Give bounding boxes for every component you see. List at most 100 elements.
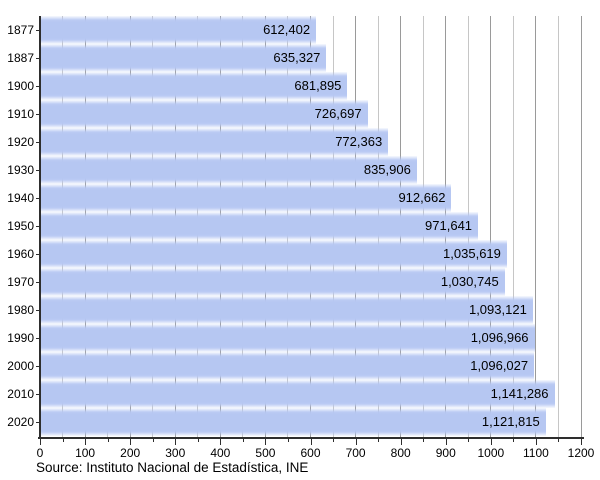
y-axis-label: 1990 [7, 331, 34, 345]
gridline-major [535, 16, 537, 437]
bar-row: 681,895 [40, 72, 581, 100]
x-axis-tick-minor [423, 439, 425, 442]
y-axis-label: 1960 [7, 247, 34, 261]
bar-value-label: 1,096,027 [470, 358, 529, 373]
bar-value-label: 1,121,815 [481, 414, 540, 429]
bar-row: 772,363 [40, 128, 581, 156]
x-axis-tick-major [220, 439, 222, 445]
y-axis-tick [36, 58, 39, 59]
x-axis-tick-major [310, 439, 312, 445]
x-axis-tick-label: 900 [435, 446, 456, 460]
x-axis-tick-label: 600 [300, 446, 321, 460]
y-axis-tick [36, 114, 39, 115]
source-note: Source: Instituto Nacional de Estadístic… [36, 460, 309, 475]
bar: 726,697 [40, 100, 368, 128]
bar-row: 1,096,966 [40, 324, 581, 352]
y-axis-tick [36, 170, 39, 171]
x-axis-tick-label: 1100 [523, 446, 549, 460]
bar-row: 1,093,121 [40, 296, 581, 324]
y-axis-tick [36, 86, 39, 87]
x-axis-tick-major [535, 439, 537, 445]
y-axis-tick [36, 282, 39, 283]
bar-value-label: 971,641 [425, 218, 473, 233]
bar: 612,402 [40, 16, 317, 44]
y-axis-label: 2010 [7, 387, 34, 401]
bar-row: 912,662 [40, 184, 581, 212]
x-axis-tick-minor [468, 439, 470, 442]
y-axis-tick [36, 310, 39, 311]
y-axis-label: 2020 [7, 415, 34, 429]
bar: 1,121,815 [40, 408, 546, 436]
bar-row: 971,641 [40, 212, 581, 240]
x-axis-tick-major [130, 439, 132, 445]
bar: 1,030,745 [40, 268, 505, 296]
x-axis-tick-major [400, 439, 402, 445]
x-axis-tick-minor [62, 439, 64, 442]
bar: 635,327 [40, 44, 327, 72]
x-axis-tick-label: 800 [390, 446, 411, 460]
bar: 772,363 [40, 128, 389, 156]
gridline-major [490, 16, 492, 437]
x-axis-tick-label: 1200 [567, 446, 595, 460]
x-axis-line [38, 437, 584, 439]
gridline-major [580, 16, 582, 437]
x-axis-tick-label: 300 [165, 446, 186, 460]
y-axis-label: 1930 [7, 163, 34, 177]
bar-value-label: 1,141,286 [490, 386, 549, 401]
y-axis-tick [36, 142, 39, 143]
x-axis-tick-label: 100 [75, 446, 96, 460]
plot-area: 612,402 635,327 681,895 726,697 772,363 835,9… [40, 16, 582, 437]
x-axis-tick-label: 0 [36, 446, 44, 460]
y-axis-tick [36, 254, 39, 255]
x-axis-tick-minor [287, 439, 289, 442]
x-axis-tick-major [445, 439, 447, 445]
y-axis-line [39, 16, 41, 439]
x-axis-tick-major [40, 439, 41, 445]
x-axis-tick-minor [378, 439, 380, 442]
x-axis-tick-major [581, 439, 582, 445]
x-axis-tick-minor [197, 439, 199, 442]
y-axis-label: 1940 [7, 191, 34, 205]
x-axis-tick-minor [242, 439, 244, 442]
bar-value-label: 772,363 [335, 134, 383, 149]
bar: 1,096,027 [40, 352, 535, 380]
x-axis-tick-minor [152, 439, 154, 442]
gridline-minor [557, 16, 559, 437]
x-axis-tick-major [265, 439, 267, 445]
y-axis-tick [36, 338, 39, 339]
y-axis-tick [36, 394, 39, 395]
bar-value-label: 726,697 [314, 106, 362, 121]
y-axis-label: 1910 [7, 107, 34, 121]
bar-value-label: 1,030,745 [440, 274, 499, 289]
y-axis-label: 1877 [7, 23, 34, 37]
bar-row: 1,121,815 [40, 408, 581, 436]
x-axis-tick-label: 1000 [477, 446, 505, 460]
bar-row: 726,697 [40, 100, 581, 128]
x-axis-tick-major [355, 439, 357, 445]
y-axis-tick [36, 366, 39, 367]
y-axis-tick [36, 422, 39, 423]
y-axis-label: 1887 [7, 51, 34, 65]
y-axis-label: 1900 [7, 79, 34, 93]
x-axis-tick-label: 700 [345, 446, 366, 460]
x-axis-tick-label: 400 [210, 446, 231, 460]
y-axis-label: 2000 [7, 359, 34, 373]
x-axis-tick-major [85, 439, 87, 445]
bar: 1,035,619 [40, 240, 507, 268]
bar: 1,093,121 [40, 296, 533, 324]
bar-value-label: 681,895 [294, 78, 342, 93]
bar: 681,895 [40, 72, 348, 100]
x-axis-tick-label: 200 [120, 446, 141, 460]
bar: 971,641 [40, 212, 479, 240]
y-axis-label: 1920 [7, 135, 34, 149]
bar-row: 1,030,745 [40, 268, 581, 296]
y-axis-label: 1950 [7, 219, 34, 233]
y-axis-label: 1980 [7, 303, 34, 317]
bar-value-label: 1,093,121 [468, 302, 527, 317]
y-axis-tick [36, 30, 39, 31]
bar-value-label: 1,096,966 [470, 330, 529, 345]
x-axis-tick-label: 500 [255, 446, 276, 460]
bar-row: 1,035,619 [40, 240, 581, 268]
bar-value-label: 912,662 [398, 190, 446, 205]
